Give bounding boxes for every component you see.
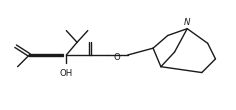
Text: O: O [114, 53, 120, 62]
Text: OH: OH [60, 69, 73, 78]
Text: N: N [184, 18, 190, 27]
